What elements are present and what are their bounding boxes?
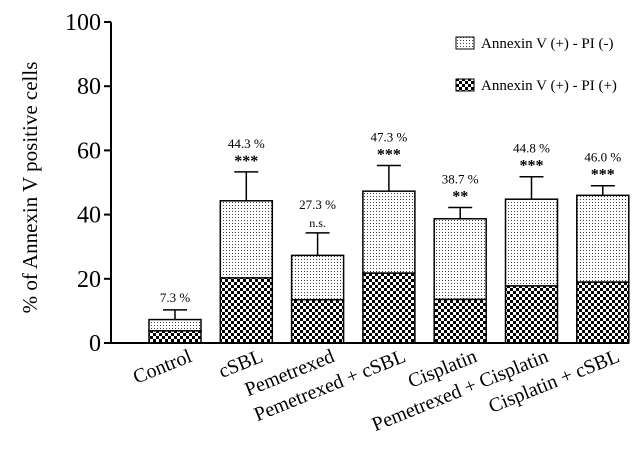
y-axis-label: % of Annexin V positive cells	[18, 62, 42, 314]
y-tick-label: 60	[77, 138, 101, 164]
total-label: 44.8 %	[513, 141, 550, 156]
bar-segment-pi-positive	[504, 285, 559, 344]
bar-segment-pi-negative	[362, 190, 416, 274]
legend: Annexin V (+) - PI (-) Annexin V (+) - PI…	[455, 36, 617, 94]
total-label: 44.3 %	[228, 136, 265, 151]
significance-label: ***	[234, 153, 258, 170]
bar-segment-pi-positive	[219, 277, 274, 344]
legend-swatch	[455, 36, 475, 50]
bar-group-5	[504, 175, 559, 344]
total-label: 38.7 %	[442, 172, 479, 187]
bar-segment-pi-positive	[576, 281, 630, 344]
bar-group-6	[576, 184, 630, 344]
y-tick-label: 40	[77, 203, 101, 229]
bar-segment-pi-positive	[433, 298, 487, 344]
bar-segment-pi-negative	[290, 254, 345, 301]
bar-segment-pi-positive	[148, 330, 202, 344]
bar-group-4	[433, 206, 487, 344]
significance-label: ***	[591, 167, 615, 184]
legend-label: Annexin V (+) - PI (+)	[481, 78, 617, 94]
bar-group-0	[148, 309, 202, 344]
bar-segment-pi-negative	[433, 218, 487, 301]
bar-segment-pi-positive	[290, 298, 345, 344]
y-tick-label: 80	[77, 74, 101, 100]
significance-label: **	[452, 189, 468, 206]
legend-swatch	[455, 78, 475, 92]
significance-label: n.s.	[309, 216, 326, 230]
y-tick-label: 20	[77, 267, 101, 293]
bar-segment-pi-negative	[504, 198, 559, 287]
significance-label: ***	[520, 158, 544, 175]
total-label: 7.3 %	[160, 290, 191, 305]
y-tick-label: 0	[89, 331, 101, 357]
bar-group-1	[219, 171, 274, 344]
bar-group-3	[362, 164, 416, 344]
legend-label: Annexin V (+) - PI (-)	[481, 36, 613, 52]
bar-segment-pi-negative	[576, 194, 630, 283]
plot-area: % of Annexin V positive cells 0 20 40 60 80 10…	[18, 10, 630, 436]
total-label: 47.3 %	[370, 129, 407, 144]
total-label: 27.3 %	[299, 197, 336, 212]
bar-group-2	[290, 232, 345, 344]
significance-label: ***	[377, 146, 401, 163]
y-tick-label: 100	[65, 10, 101, 36]
x-tick-label: Control	[130, 345, 195, 388]
total-label: 46.0 %	[584, 150, 621, 165]
bar-segment-pi-negative	[219, 200, 274, 279]
bar-segment-pi-negative	[148, 318, 202, 332]
bar-segment-pi-positive	[362, 272, 416, 344]
